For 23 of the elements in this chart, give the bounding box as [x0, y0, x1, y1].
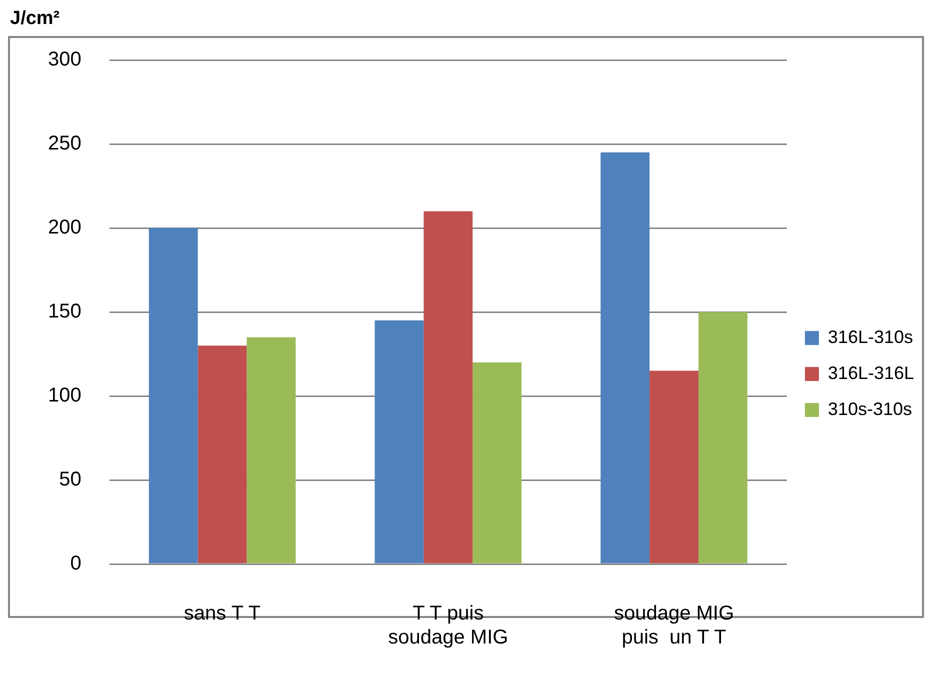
bar [148, 228, 198, 564]
legend-label: 316L-316L [828, 362, 914, 383]
bar [472, 362, 522, 564]
x-tick-label: soudage MIG puis un T T [614, 602, 734, 649]
y-tick-label: 250 [48, 132, 82, 155]
legend-label: 310s-310s [828, 398, 912, 419]
bar [600, 152, 650, 564]
bar [424, 211, 473, 564]
bar [198, 346, 247, 564]
y-tick-label: 50 [59, 468, 82, 491]
legend-label: 316L-310s [828, 326, 913, 347]
bar [698, 312, 748, 564]
y-tick-label: 300 [48, 48, 82, 71]
x-tick-label: sans T T [184, 602, 261, 625]
y-tick-label: 200 [48, 216, 82, 239]
x-tick-label: T T puis soudage MIG [388, 602, 508, 649]
bar [650, 370, 698, 564]
y-tick-label: 100 [48, 384, 82, 407]
y-tick-label: 150 [48, 300, 82, 323]
bar [374, 320, 424, 564]
bar [246, 337, 296, 564]
y-tick-label: 0 [70, 552, 82, 575]
y-axis-title: J/cm² [10, 8, 60, 30]
